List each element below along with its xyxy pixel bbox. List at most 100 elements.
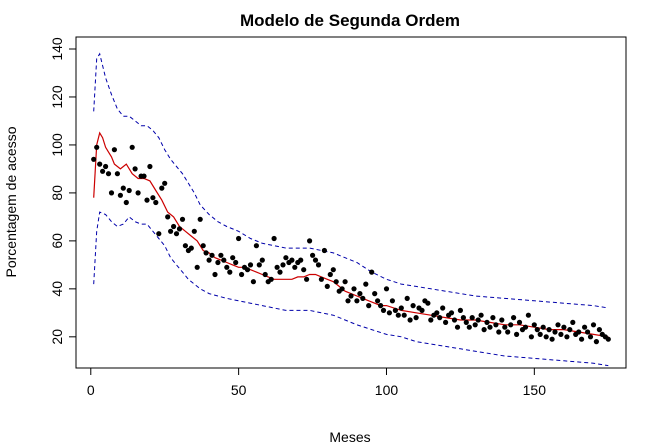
- data-point: [593, 339, 600, 345]
- data-point: [457, 307, 463, 313]
- data-point: [103, 163, 109, 170]
- data-point: [561, 324, 567, 330]
- data-point: [191, 228, 197, 234]
- data-point: [508, 322, 514, 328]
- data-point: [440, 305, 446, 311]
- confidence-bands: [93, 52, 609, 367]
- x-tick-label: 50: [231, 382, 247, 398]
- data-point: [209, 252, 215, 258]
- data-point: [357, 291, 363, 297]
- data-point: [171, 223, 177, 230]
- data-point: [567, 327, 573, 333]
- data-point: [451, 317, 458, 323]
- data-point: [460, 315, 466, 321]
- data-point: [389, 298, 395, 304]
- data-point: [283, 255, 289, 261]
- data-point: [206, 257, 212, 263]
- data-point: [277, 269, 283, 275]
- data-point: [585, 329, 591, 335]
- data-point: [153, 199, 159, 206]
- upper-bound-line: [93, 52, 609, 309]
- chart-title: Modelo de Segunda Ordem: [240, 11, 460, 30]
- data-point: [271, 235, 277, 242]
- data-point: [570, 319, 576, 325]
- data-point: [197, 216, 203, 222]
- data-point: [200, 243, 206, 249]
- data-point: [165, 214, 171, 220]
- data-point: [327, 271, 333, 278]
- data-point: [298, 257, 304, 263]
- data-point: [549, 336, 555, 342]
- x-axis: 0 50 100 150: [87, 367, 547, 398]
- data-point: [250, 279, 256, 285]
- data-point: [555, 322, 561, 328]
- data-point: [360, 295, 366, 301]
- data-point: [304, 276, 310, 282]
- lower-bound-line: [93, 211, 609, 367]
- data-point: [490, 315, 496, 321]
- data-point: [454, 324, 461, 330]
- y-axis: 20 40 60 80 100 120 140: [49, 37, 77, 345]
- data-point: [401, 312, 407, 318]
- data-point: [395, 312, 401, 318]
- data-point: [590, 322, 597, 328]
- data-point: [321, 247, 327, 254]
- data-point: [215, 259, 221, 266]
- data-point: [227, 269, 233, 275]
- y-tick-label: 120: [49, 85, 65, 109]
- data-point: [117, 192, 123, 198]
- data-point: [528, 334, 535, 340]
- data-point: [375, 298, 381, 304]
- data-point: [540, 324, 546, 330]
- data-point: [514, 331, 520, 337]
- data-point: [466, 324, 472, 330]
- data-point: [419, 307, 425, 313]
- data-point: [499, 317, 505, 323]
- data-point: [410, 303, 416, 309]
- data-point: [443, 319, 449, 325]
- data-point: [413, 315, 419, 321]
- x-tick-label: 150: [523, 382, 547, 398]
- data-point: [469, 315, 475, 321]
- fit-line: [93, 131, 609, 338]
- data-point: [218, 252, 224, 258]
- data-point: [111, 147, 117, 153]
- data-point: [380, 307, 387, 313]
- data-point: [493, 322, 499, 328]
- data-point: [484, 319, 490, 325]
- data-point: [194, 264, 200, 270]
- data-point: [307, 238, 313, 244]
- data-point: [312, 257, 319, 263]
- data-point: [280, 262, 286, 268]
- data-point: [120, 185, 126, 191]
- data-point: [318, 276, 324, 282]
- data-point: [531, 322, 537, 328]
- data-points: [91, 144, 611, 345]
- data-point: [348, 293, 354, 299]
- data-point: [253, 243, 259, 249]
- data-point: [247, 262, 254, 268]
- data-point: [262, 271, 268, 278]
- data-point: [315, 262, 322, 268]
- data-point: [510, 315, 517, 321]
- data-point: [274, 264, 280, 270]
- data-point: [94, 144, 100, 150]
- data-point: [522, 324, 529, 330]
- data-point: [428, 317, 434, 323]
- data-point: [224, 264, 230, 270]
- data-point: [475, 317, 481, 323]
- data-point: [203, 250, 209, 256]
- data-point: [301, 267, 307, 273]
- data-point: [463, 319, 469, 325]
- data-point: [478, 312, 484, 318]
- data-point: [434, 310, 440, 316]
- data-point: [564, 334, 570, 340]
- plot-frame: [75, 36, 627, 369]
- data-point: [398, 305, 404, 311]
- data-point: [188, 245, 194, 251]
- data-point: [324, 283, 330, 289]
- data-point: [363, 281, 369, 287]
- data-point: [91, 156, 97, 162]
- data-point: [502, 324, 508, 330]
